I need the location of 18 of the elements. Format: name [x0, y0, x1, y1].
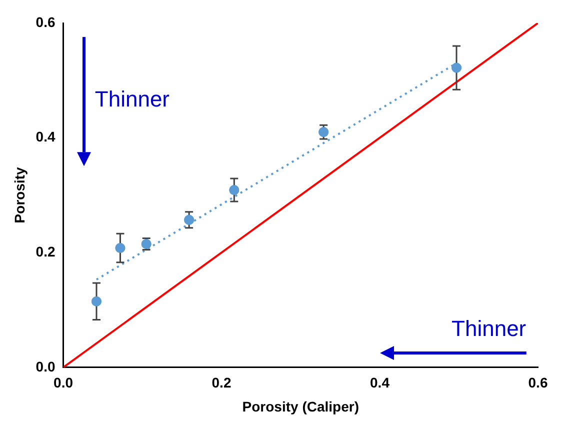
x-tick-label: 0.4 — [370, 374, 390, 391]
y-axis-title: Porosity — [11, 166, 28, 224]
annotation: Thinner — [94, 86, 170, 112]
x-axis-title: Porosity (Caliper) — [242, 398, 359, 414]
y-tick-label: 0.4 — [36, 128, 56, 145]
x-tick-label: 0.2 — [212, 374, 232, 391]
point — [452, 62, 462, 73]
y-tick-label: 0.6 — [36, 14, 56, 30]
y-tick-label: 0.2 — [36, 243, 56, 260]
annotation: Thinner — [452, 316, 526, 342]
point — [91, 296, 102, 306]
point — [318, 127, 329, 138]
point — [184, 214, 194, 225]
point — [115, 243, 126, 254]
x-tick-label: 0.6 — [528, 374, 548, 391]
point — [229, 185, 240, 196]
x-tick-label: 0.0 — [54, 374, 74, 391]
y-tick-label: 0.0 — [36, 358, 56, 374]
